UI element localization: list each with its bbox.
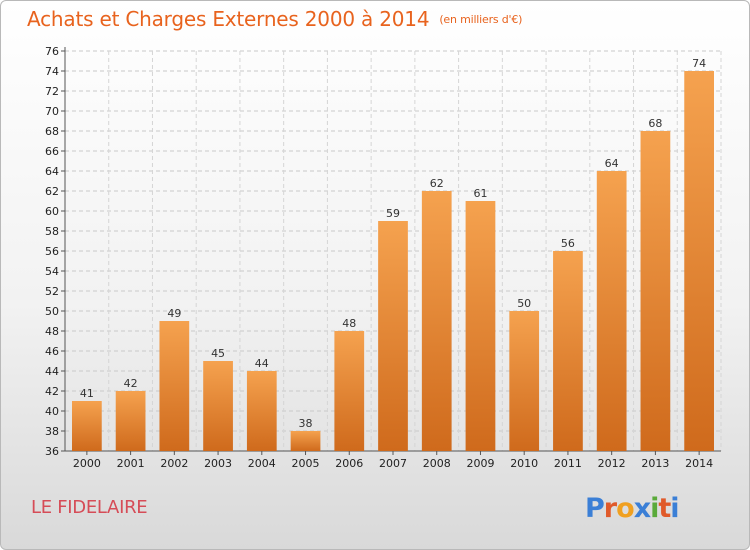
x-tick-label: 2005 (292, 457, 320, 470)
chart-title: Achats et Charges Externes 2000 à 2014 (e… (27, 7, 522, 31)
bar (71, 401, 102, 451)
data-label: 61 (473, 187, 487, 200)
bar (553, 251, 583, 451)
y-tick-label: 60 (45, 205, 59, 218)
y-tick-label: 66 (45, 145, 59, 158)
y-tick-label: 74 (45, 65, 59, 78)
bars: 41 42 49 45 44 38 48 59 62 61 50 56 64 68 74 (71, 57, 715, 451)
y-tick-label: 48 (45, 325, 59, 338)
y-tick-label: 36 (45, 445, 59, 458)
x-tick-label: 2012 (598, 457, 626, 470)
y-tick-label: 58 (45, 225, 59, 238)
x-tick-label: 2001 (117, 457, 145, 470)
data-label: 41 (80, 387, 94, 400)
bar (684, 71, 715, 451)
bar (640, 131, 671, 451)
y-tick-label: 76 (45, 45, 59, 58)
commune-name: LE FIDELAIRE (31, 497, 148, 518)
chart-unit: (en milliers d'€) (439, 13, 523, 26)
y-tick-label: 54 (45, 265, 59, 278)
data-label: 45 (211, 347, 225, 360)
y-tick-label: 40 (45, 405, 59, 418)
proxiti-logo: Proxiti (583, 489, 693, 525)
bar (334, 331, 365, 451)
data-label: 48 (342, 317, 356, 330)
y-tick-label: 38 (45, 425, 59, 438)
bar (378, 221, 408, 451)
bar (246, 371, 277, 451)
axes: 36 38 40 42 44 46 48 50 52 54 56 58 60 62 64 66 68 70 72 74… (45, 45, 721, 470)
data-label: 68 (648, 117, 662, 130)
data-label: 49 (167, 307, 181, 320)
bar (115, 391, 146, 451)
y-tick-label: 62 (45, 185, 59, 198)
data-label: 56 (561, 237, 575, 250)
data-label: 64 (605, 157, 619, 170)
bar (159, 321, 190, 451)
y-tick-label: 44 (45, 365, 59, 378)
x-tick-label: 2011 (554, 457, 582, 470)
x-tick-label: 2010 (510, 457, 538, 470)
data-label: 74 (692, 57, 706, 70)
y-tick-label: 72 (45, 85, 59, 98)
x-tick-label: 2000 (73, 457, 101, 470)
bar (203, 361, 233, 451)
x-tick-label: 2003 (204, 457, 232, 470)
data-label: 59 (386, 207, 400, 220)
bar (465, 201, 496, 451)
x-tick-label: 2002 (160, 457, 188, 470)
bar (596, 171, 627, 451)
x-tick-label: 2009 (466, 457, 494, 470)
data-label: 42 (124, 377, 138, 390)
data-label: 38 (299, 417, 313, 430)
y-tick-label: 70 (45, 105, 59, 118)
y-tick-label: 42 (45, 385, 59, 398)
y-tick-label: 68 (45, 125, 59, 138)
y-tick-label: 64 (45, 165, 59, 178)
x-tick-label: 2008 (423, 457, 451, 470)
y-tick-label: 46 (45, 345, 59, 358)
data-label: 44 (255, 357, 269, 370)
x-tick-label: 2007 (379, 457, 407, 470)
data-label: 62 (430, 177, 444, 190)
x-tick-label: 2013 (641, 457, 669, 470)
data-label: 50 (517, 297, 531, 310)
bar (509, 311, 540, 451)
y-tick-label: 52 (45, 285, 59, 298)
x-tick-label: 2004 (248, 457, 276, 470)
x-tick-label: 2014 (685, 457, 713, 470)
y-tick-label: 56 (45, 245, 59, 258)
x-tick-label: 2006 (335, 457, 363, 470)
svg-text:Proxiti: Proxiti (585, 493, 679, 524)
bar (421, 191, 452, 451)
bar (290, 431, 321, 451)
y-tick-label: 50 (45, 305, 59, 318)
chart-title-text: Achats et Charges Externes 2000 à 2014 (27, 7, 430, 31)
